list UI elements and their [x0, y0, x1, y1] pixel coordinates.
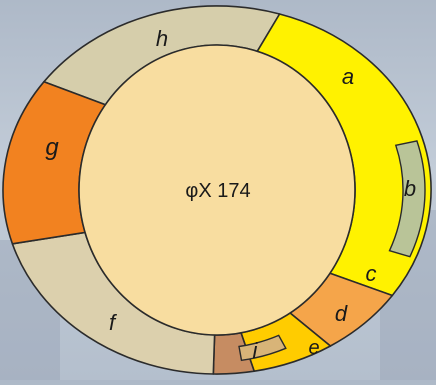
gene-label-d: d	[335, 301, 348, 326]
gene-label-g: g	[45, 134, 59, 161]
gene-label-f: f	[109, 310, 118, 335]
genome-inner-circle	[78, 44, 356, 336]
gene-label-a: a	[342, 64, 354, 89]
gene-label-b: b	[404, 176, 416, 201]
gene-label-i: i	[253, 338, 259, 363]
gene-segment-e	[238, 334, 287, 362]
gene-label-e: e	[308, 337, 319, 359]
gene-label-c: c	[366, 261, 377, 286]
genome-title: φX 174	[185, 180, 250, 202]
gene-segment-b	[388, 140, 426, 258]
gene-label-h: h	[156, 26, 168, 51]
